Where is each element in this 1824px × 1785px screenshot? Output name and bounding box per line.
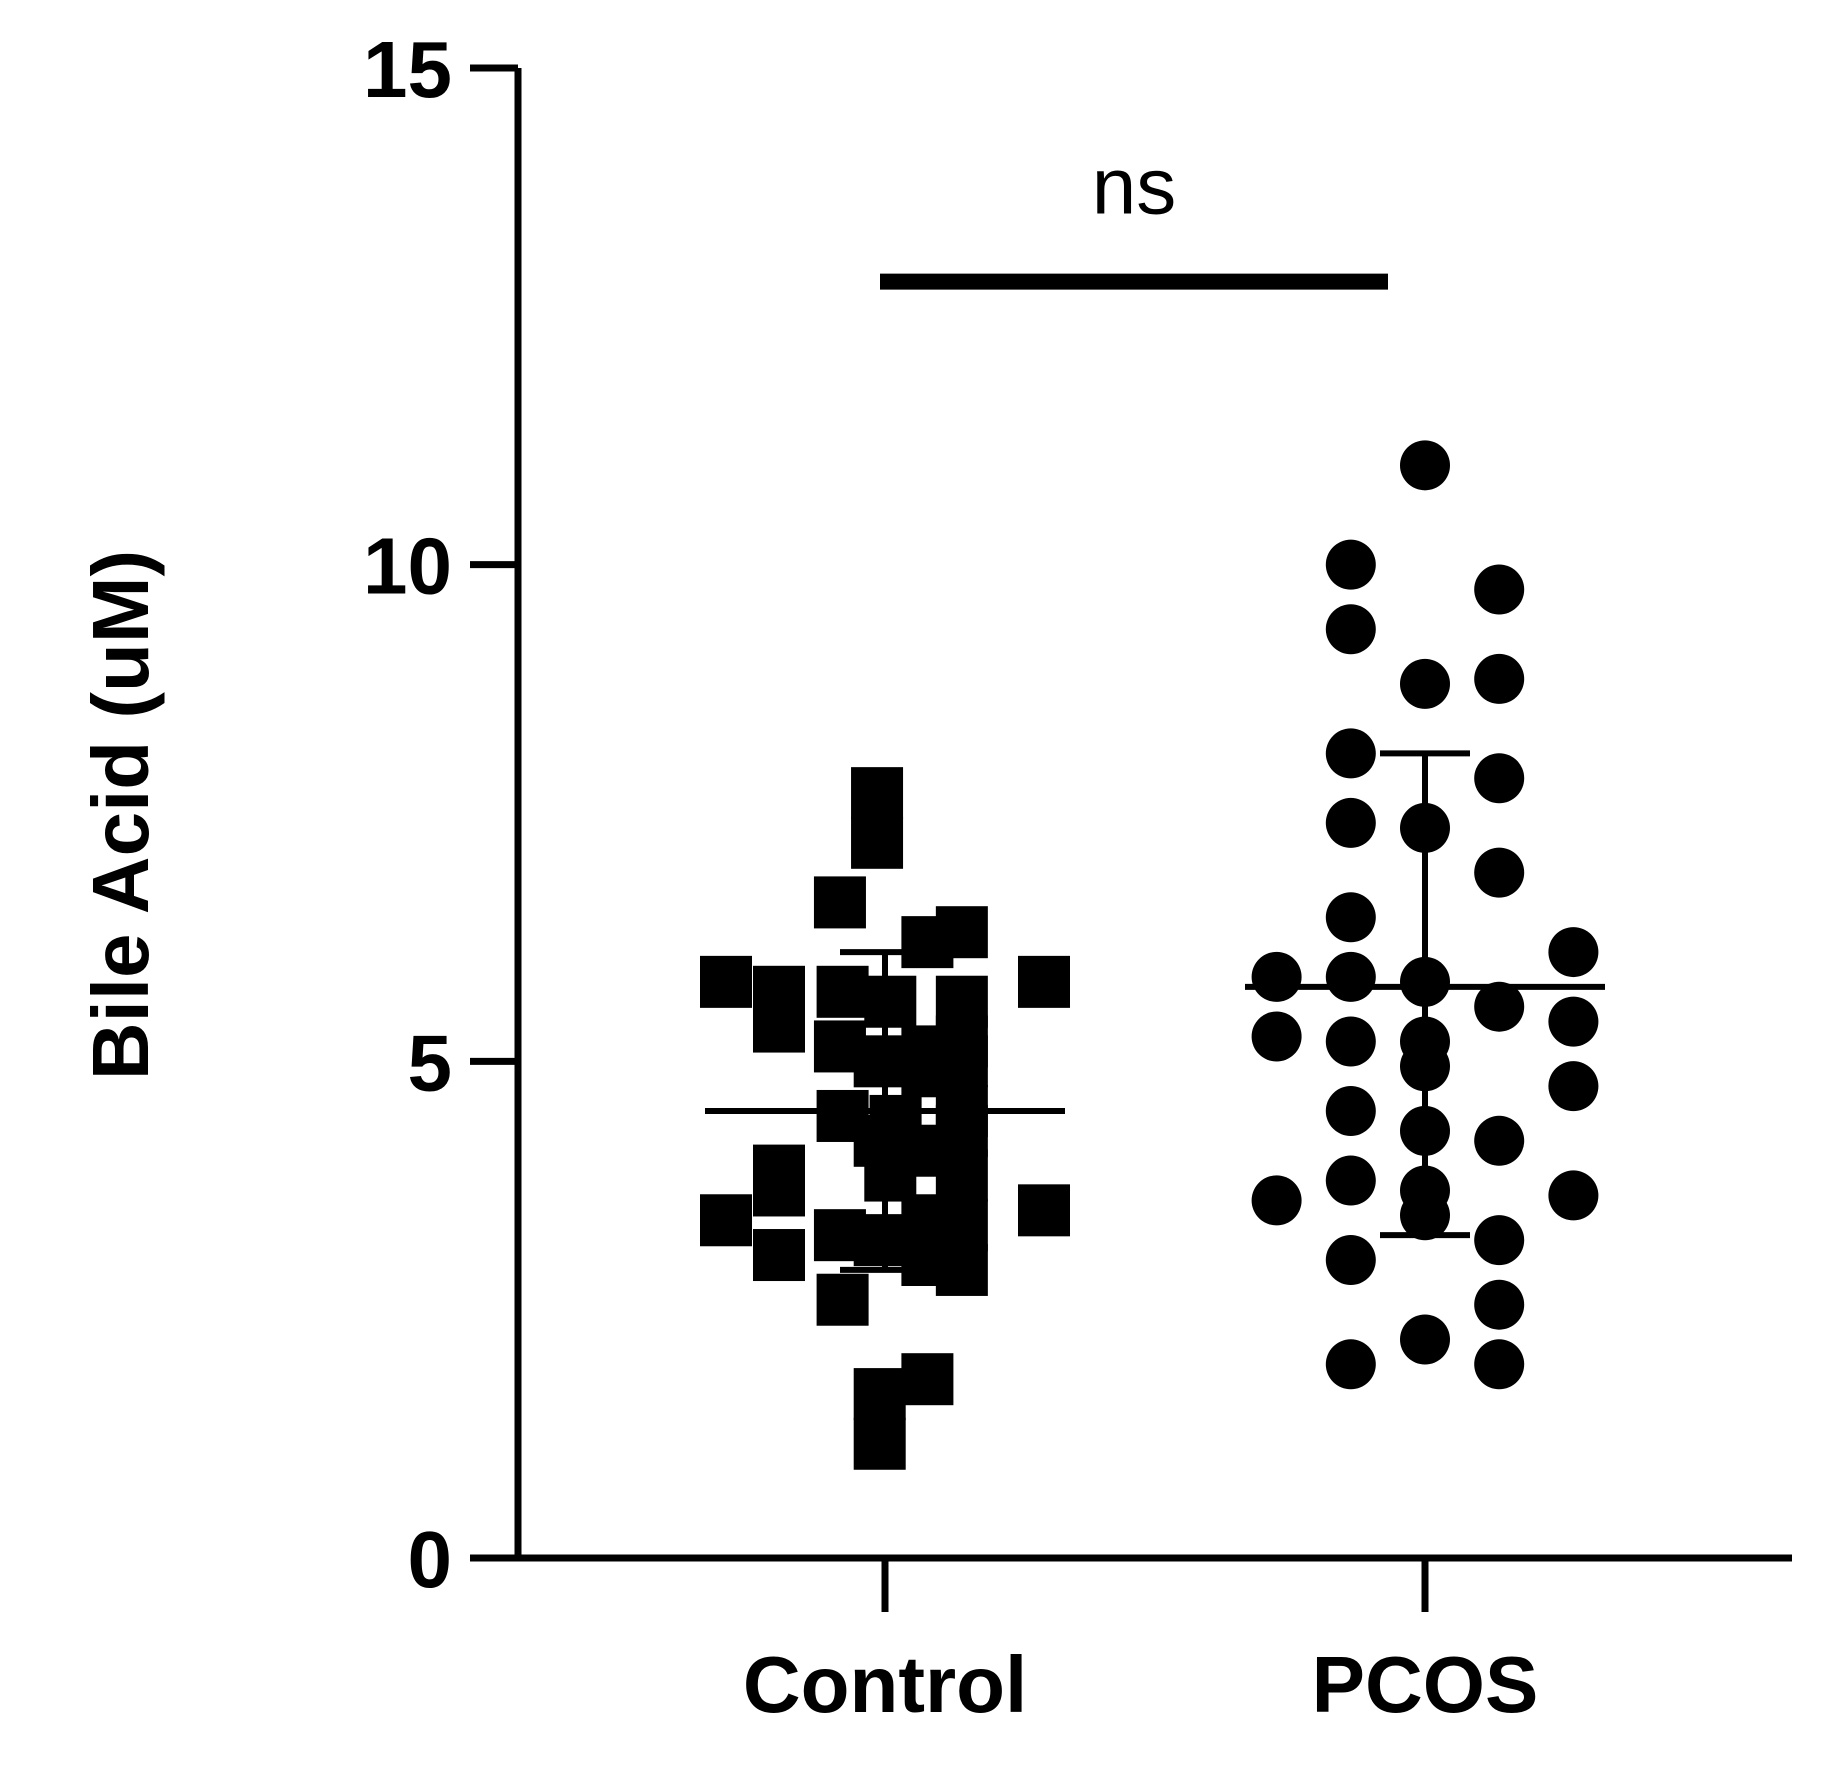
significance-label: ns bbox=[1092, 142, 1177, 231]
data-point-square bbox=[851, 767, 904, 820]
data-point-circle bbox=[1474, 981, 1525, 1032]
data-point-circle bbox=[1400, 1190, 1450, 1241]
data-point-circle bbox=[1325, 1086, 1376, 1136]
data-point-square bbox=[864, 975, 917, 1028]
data-point-circle bbox=[1548, 927, 1599, 978]
data-point-square bbox=[851, 816, 904, 869]
y-axis-title: Bile Acid (uM) bbox=[76, 550, 165, 1080]
data-point-circle bbox=[1325, 604, 1376, 655]
y-tick-label: 5 bbox=[408, 1018, 453, 1107]
data-point-square bbox=[753, 1164, 805, 1217]
data-point-circle bbox=[1251, 951, 1302, 1002]
data-point-square bbox=[901, 916, 954, 969]
data-point-circle bbox=[1474, 1115, 1525, 1166]
x-ticks: Control PCOS bbox=[743, 1558, 1539, 1729]
y-tick-label: 0 bbox=[408, 1515, 453, 1604]
data-point-square bbox=[901, 1353, 954, 1406]
data-point-square bbox=[901, 1234, 954, 1286]
data-point-square bbox=[813, 876, 866, 929]
data-point-circle bbox=[1251, 1175, 1302, 1226]
data-point-circle bbox=[1548, 996, 1599, 1047]
data-point-square bbox=[853, 1035, 906, 1088]
data-point-circle bbox=[1474, 1339, 1525, 1390]
data-point-square bbox=[753, 1000, 805, 1053]
data-point-circle bbox=[1325, 892, 1376, 943]
data-point-circle bbox=[1325, 1235, 1376, 1285]
y-tick-label: 15 bbox=[363, 25, 452, 114]
data-point-circle bbox=[1400, 956, 1450, 1007]
data-point-circle bbox=[1474, 753, 1525, 804]
annotations: ns bbox=[880, 142, 1388, 290]
data-point-circle bbox=[1474, 1279, 1525, 1330]
data-point-circle bbox=[1325, 728, 1376, 779]
data-point-circle bbox=[1474, 564, 1525, 615]
data-point-circle bbox=[1548, 1170, 1599, 1221]
data-point-circle bbox=[1400, 658, 1450, 709]
data-point-circle bbox=[1325, 539, 1376, 590]
x-tick-label: PCOS bbox=[1312, 1640, 1539, 1729]
data-point-circle bbox=[1325, 1339, 1376, 1390]
data-point-circle bbox=[1548, 1061, 1599, 1112]
data-point-square bbox=[816, 965, 869, 1018]
data-point-square bbox=[700, 1194, 752, 1247]
data-point-square bbox=[864, 1149, 917, 1202]
data-point-circle bbox=[1474, 1215, 1525, 1266]
data-points bbox=[700, 440, 1599, 1470]
data-point-circle bbox=[1474, 847, 1525, 898]
data-point-circle bbox=[1400, 1041, 1450, 1092]
data-point-square bbox=[935, 1149, 988, 1202]
data-point-circle bbox=[1400, 1314, 1450, 1365]
data-point-circle bbox=[1400, 802, 1450, 853]
data-point-square bbox=[816, 1273, 869, 1326]
data-point-square bbox=[753, 1229, 805, 1282]
y-ticks: 0 5 10 15 bbox=[363, 25, 518, 1604]
data-point-circle bbox=[1400, 1105, 1450, 1156]
data-point-square bbox=[1018, 955, 1070, 1008]
data-point-circle bbox=[1251, 1011, 1302, 1062]
data-point-circle bbox=[1400, 440, 1450, 491]
y-tick-label: 10 bbox=[363, 522, 452, 611]
data-point-circle bbox=[1325, 797, 1376, 848]
data-point-square bbox=[853, 1214, 906, 1267]
data-point-circle bbox=[1474, 653, 1525, 704]
data-point-circle bbox=[1325, 1155, 1376, 1206]
data-point-square bbox=[853, 1417, 906, 1470]
axes bbox=[514, 68, 1792, 1562]
data-point-square bbox=[1018, 1184, 1070, 1237]
data-point-circle bbox=[1325, 1016, 1376, 1067]
data-point-square bbox=[700, 955, 752, 1008]
x-tick-label: Control bbox=[743, 1640, 1027, 1729]
data-point-circle bbox=[1325, 951, 1376, 1002]
data-point-square bbox=[853, 1368, 906, 1421]
